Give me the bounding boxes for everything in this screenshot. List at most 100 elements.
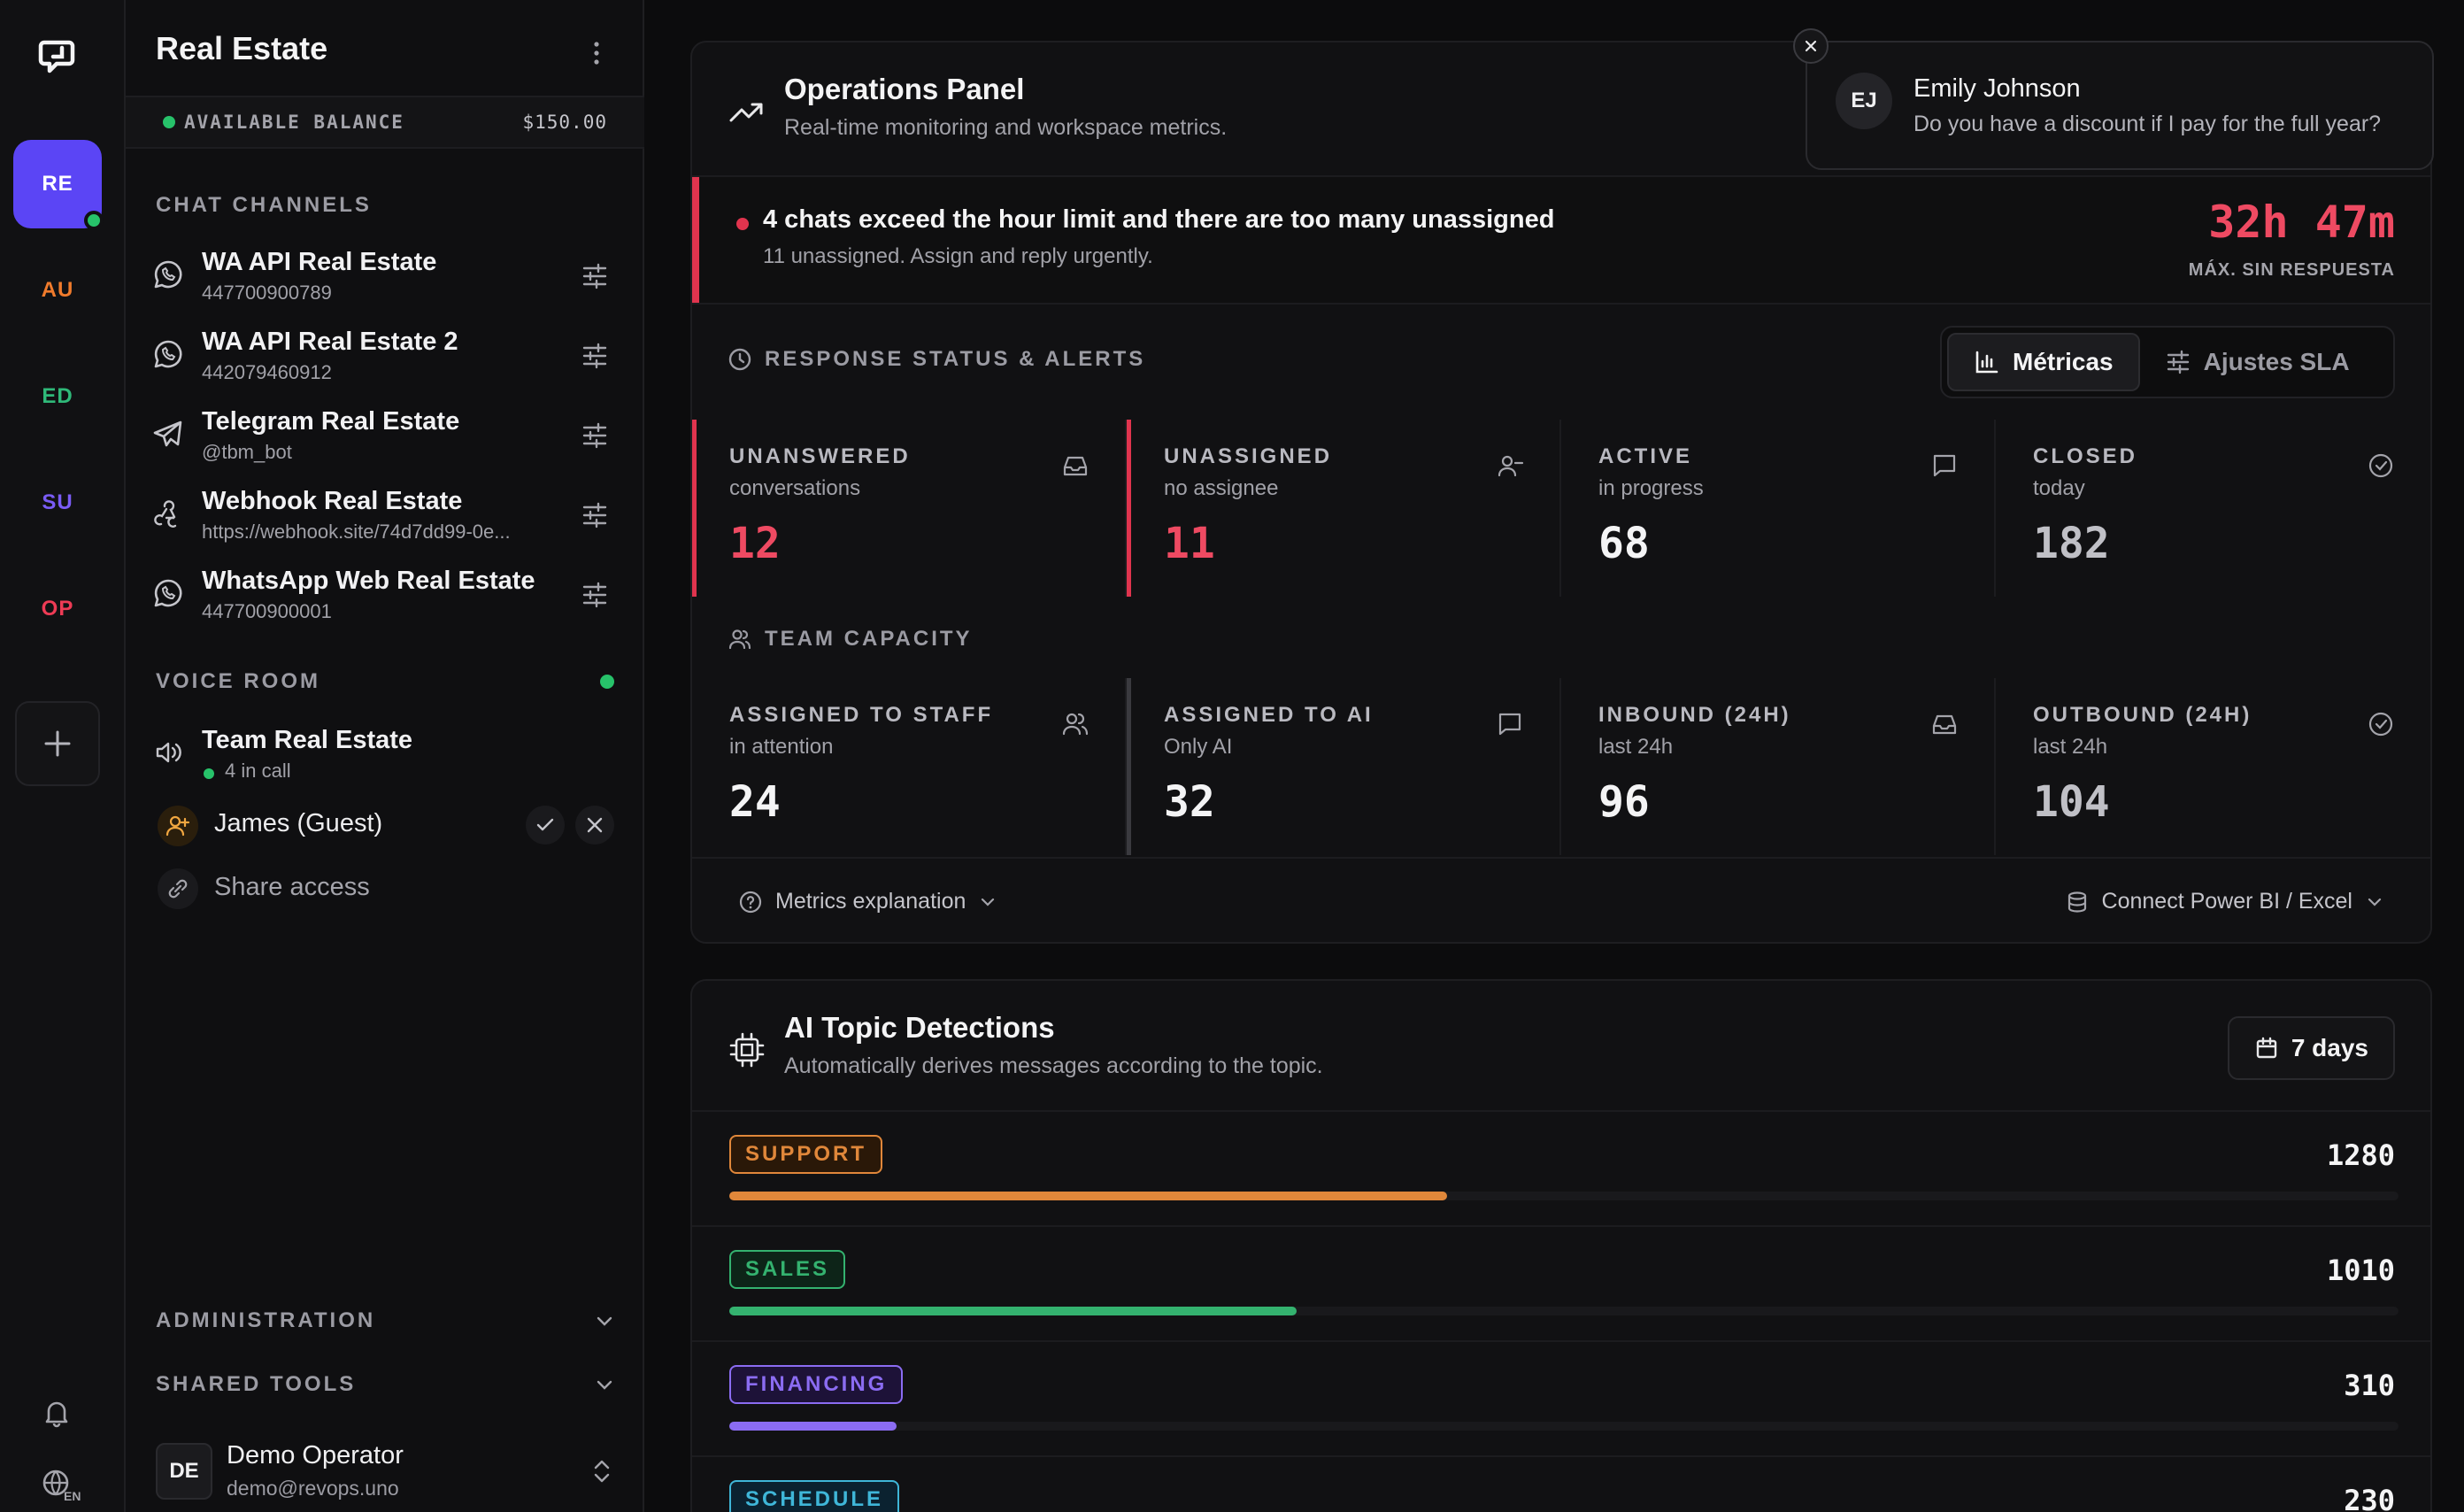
workspace-au[interactable]: AU: [13, 246, 102, 335]
topic-tag: SCHEDULE: [729, 1480, 900, 1512]
chevron-up-down-icon[interactable]: [586, 1455, 618, 1487]
metric-sub: Only AI: [1164, 735, 1233, 759]
tab-ajustes-sla-label: Ajustes SLA: [2203, 348, 2350, 375]
channel-settings-icon[interactable]: [579, 260, 611, 292]
workspace-op[interactable]: OP: [13, 565, 102, 653]
tab-ajustes-sla[interactable]: Ajustes SLA: [2140, 333, 2375, 391]
reject-guest-button[interactable]: [575, 806, 614, 845]
message-square-icon: [1498, 713, 1521, 736]
topic-progress-fill: [729, 1422, 897, 1431]
metric-sub: last 24h: [2033, 735, 2108, 759]
webhook-icon: [154, 500, 177, 528]
metric-inbound-24h[interactable]: INBOUND (24H) last 24h 96: [1561, 678, 1996, 855]
metric-label: UNASSIGNED: [1164, 444, 1333, 468]
channel-settings-icon[interactable]: [579, 420, 611, 451]
whatsapp-icon: [154, 260, 182, 289]
metric-unanswered[interactable]: UNANSWERED conversations 12: [692, 420, 1127, 597]
metric-label: ASSIGNED TO AI: [1164, 703, 1374, 727]
guest-name: James (Guest): [214, 809, 383, 837]
date-range-button[interactable]: 7 days: [2227, 1016, 2395, 1080]
metric-sub: no assignee: [1164, 476, 1279, 500]
metrics-explanation-toggle[interactable]: Metrics explanation: [738, 889, 997, 914]
administration-section[interactable]: ADMINISTRATION: [156, 1303, 616, 1338]
channel-id: 447700900001: [202, 600, 332, 622]
metrics-view-switch: Métricas Ajustes SLA: [1940, 326, 2395, 398]
metric-closed[interactable]: CLOSED today 182: [1996, 420, 2430, 597]
channel-settings-icon[interactable]: [579, 579, 611, 611]
metrics-explanation-label: Metrics explanation: [775, 889, 966, 914]
tab-metricas[interactable]: Métricas: [1947, 333, 2140, 391]
shared-tools-heading: SHARED TOOLS: [156, 1372, 357, 1396]
close-notification-button[interactable]: [1793, 28, 1829, 64]
metric-value: 96: [1598, 777, 1650, 827]
more-options-icon[interactable]: [579, 35, 614, 71]
ai-topic-subtitle: Automatically derives messages according…: [784, 1053, 1323, 1078]
voice-room-item[interactable]: Team Real Estate 4 in call: [150, 721, 628, 791]
accept-guest-button[interactable]: [526, 806, 565, 845]
topic-row[interactable]: SUPPORT 1280: [692, 1110, 2430, 1225]
workspace-code: OP: [41, 597, 74, 621]
workspace-ed[interactable]: ED: [13, 352, 102, 441]
workspace-su[interactable]: SU: [13, 459, 102, 547]
date-range-label: 7 days: [2291, 1034, 2368, 1061]
channel-item[interactable]: WA API Real Estate 447700900789: [150, 243, 628, 313]
share-access-button[interactable]: [158, 868, 198, 909]
channel-settings-icon[interactable]: [579, 340, 611, 372]
metric-active[interactable]: ACTIVE in progress 68: [1561, 420, 1996, 597]
alert-dot: [736, 218, 749, 230]
topic-row[interactable]: SALES 1010: [692, 1225, 2430, 1340]
channel-item[interactable]: WhatsApp Web Real Estate 447700900001: [150, 561, 628, 632]
app-logo-icon[interactable]: [35, 35, 78, 78]
channel-settings-icon[interactable]: [579, 499, 611, 531]
topic-tag: SALES: [729, 1250, 846, 1289]
bell-icon[interactable]: [41, 1397, 73, 1429]
user-avatar[interactable]: DE: [156, 1443, 212, 1500]
share-access-label[interactable]: Share access: [214, 873, 370, 901]
topic-row[interactable]: SCHEDULE 230: [692, 1455, 2430, 1512]
metric-value: 24: [729, 777, 781, 827]
alert-subtitle: 11 unassigned. Assign and reply urgently…: [763, 244, 1153, 268]
channel-item[interactable]: WA API Real Estate 2 442079460912: [150, 322, 628, 393]
channel-item[interactable]: Webhook Real Estate https://webhook.site…: [150, 482, 628, 552]
operations-panel: Operations Panel Real-time monitoring an…: [690, 41, 2432, 944]
tab-metricas-label: Métricas: [2013, 348, 2114, 375]
channel-id: @tbm_bot: [202, 441, 292, 463]
close-icon: [587, 817, 603, 833]
team-metrics-row: ASSIGNED TO STAFF in attention 24 ASSIGN…: [692, 678, 2430, 855]
metric-outbound-24h[interactable]: OUTBOUND (24H) last 24h 104: [1996, 678, 2430, 855]
workspace-re[interactable]: RE: [13, 140, 104, 230]
connect-bi-toggle[interactable]: Connect Power BI / Excel: [2065, 889, 2384, 914]
voice-room-status: 4 in call: [202, 760, 291, 783]
team-capacity-heading: TEAM CAPACITY: [728, 627, 973, 652]
help-circle-icon: [739, 891, 762, 913]
sla-alert-banner: 4 chats exceed the hour limit and there …: [692, 175, 2430, 305]
balance-value: $150.00: [522, 112, 607, 133]
add-workspace-button[interactable]: [15, 701, 100, 786]
metric-value: 104: [2033, 777, 2110, 827]
language-switcher[interactable]: EN: [41, 1468, 81, 1503]
response-status-label: RESPONSE STATUS & ALERTS: [765, 347, 1146, 371]
plus-icon: [44, 730, 71, 757]
shared-tools-section[interactable]: SHARED TOOLS: [156, 1367, 616, 1402]
chat-channels-heading: CHAT CHANNELS: [156, 193, 372, 217]
check-circle-icon: [2368, 453, 2393, 478]
guest-avatar: [158, 806, 198, 846]
alert-accent-bar: [692, 177, 699, 303]
channel-item[interactable]: Telegram Real Estate @tbm_bot: [150, 402, 628, 473]
message-notification[interactable]: EJ Emily Johnson Do you have a discount …: [1806, 41, 2434, 170]
metric-unassigned[interactable]: UNASSIGNED no assignee 11: [1127, 420, 1561, 597]
whatsapp-icon: [154, 579, 182, 607]
inbox-icon: [1063, 456, 1088, 476]
channel-id: 442079460912: [202, 361, 332, 383]
metric-value: 11: [1164, 519, 1215, 568]
workspace-code: AU: [41, 278, 74, 302]
metric-assigned-to-staff[interactable]: ASSIGNED TO STAFF in attention 24: [692, 678, 1127, 855]
metric-assigned-to-ai[interactable]: ASSIGNED TO AI Only AI 32: [1127, 678, 1561, 855]
channel-id: https://webhook.site/74d7dd99-0e...: [202, 521, 511, 543]
sliders-icon: [2167, 350, 2189, 374]
metric-label: CLOSED: [2033, 444, 2138, 468]
calendar-icon: [2256, 1037, 2277, 1059]
channel-name: Webhook Real Estate: [202, 487, 463, 515]
topic-row[interactable]: FINANCING 310: [692, 1340, 2430, 1455]
users-icon: [1062, 713, 1089, 736]
